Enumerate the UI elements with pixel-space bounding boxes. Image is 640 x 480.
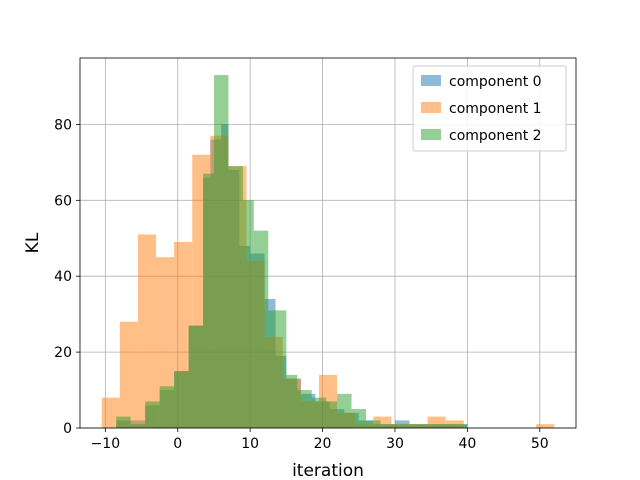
legend-label-component-1: component 1 <box>449 101 542 117</box>
histogram-bar-component-2 <box>213 75 229 429</box>
histogram-bar-component-1 <box>427 416 446 428</box>
histogram-bar-component-2 <box>174 371 189 428</box>
histogram-bar-component-2 <box>116 416 131 428</box>
y-tick-label: 80 <box>54 117 72 133</box>
histogram-bar-component-2 <box>228 166 243 428</box>
y-tick-label: 40 <box>54 269 72 285</box>
histogram-bar-component-2 <box>438 424 468 428</box>
histogram-bar-component-2 <box>394 424 417 428</box>
histogram-bar-component-2 <box>253 230 269 428</box>
histogram-bar-component-2 <box>297 390 312 428</box>
histogram-bar-component-2 <box>159 386 175 428</box>
x-tick-label: 30 <box>386 436 404 452</box>
histogram-bar-component-1 <box>119 321 138 428</box>
histogram-bar-component-1 <box>156 257 175 428</box>
legend-swatch-component-0 <box>421 75 441 86</box>
y-tick-label: 20 <box>54 345 72 361</box>
x-tick-label: 50 <box>531 436 549 452</box>
histogram-bar-component-2 <box>351 409 367 428</box>
histogram-bar-component-2 <box>366 420 381 428</box>
axes-spines <box>79 57 577 429</box>
histogram-bar-component-1 <box>373 416 392 428</box>
y-axis-label: KL <box>23 232 43 253</box>
histogram-bar-component-1 <box>137 234 157 428</box>
x-axis-label: iteration <box>292 461 364 480</box>
x-tick-label: 20 <box>314 436 332 452</box>
histogram-bar-component-2 <box>311 397 327 428</box>
histogram-bar-component-2 <box>203 173 214 428</box>
histogram-bar-component-2 <box>145 401 160 428</box>
histogram-bar-component-1 <box>101 397 120 428</box>
histogram-bar-component-2 <box>268 310 287 428</box>
axis-ticks: −10 0 10 20 30 40 50 0 20 40 60 80 <box>54 117 549 452</box>
x-tick-label: 40 <box>458 436 476 452</box>
legend-label-component-2: component 2 <box>449 128 542 144</box>
histogram-bar-component-2 <box>326 401 338 428</box>
legend: component 0 component 1 component 2 <box>412 65 567 152</box>
y-tick-label: 0 <box>63 421 72 437</box>
histogram-bar-component-2 <box>188 325 204 428</box>
histogram-bar-component-2 <box>380 424 395 428</box>
histogram-bar-component-2 <box>337 393 352 428</box>
axes-frame <box>79 57 577 429</box>
histogram-bar-component-1 <box>536 424 555 428</box>
legend-swatch-component-1 <box>421 102 441 113</box>
legend-label-component-0: component 0 <box>449 74 542 90</box>
y-tick-label: 60 <box>54 193 72 209</box>
x-tick-label: 10 <box>241 436 259 452</box>
histogram-bar-component-2 <box>416 424 439 428</box>
x-tick-label: 0 <box>173 436 182 452</box>
histogram-bars <box>101 75 555 429</box>
legend-box <box>412 65 567 152</box>
x-tick-label: −10 <box>91 436 121 452</box>
histogram-bar-component-2 <box>286 374 298 428</box>
histogram-bar-component-2 <box>242 200 254 428</box>
legend-swatch-component-2 <box>421 129 441 140</box>
histogram-bar-component-2 <box>130 424 146 428</box>
